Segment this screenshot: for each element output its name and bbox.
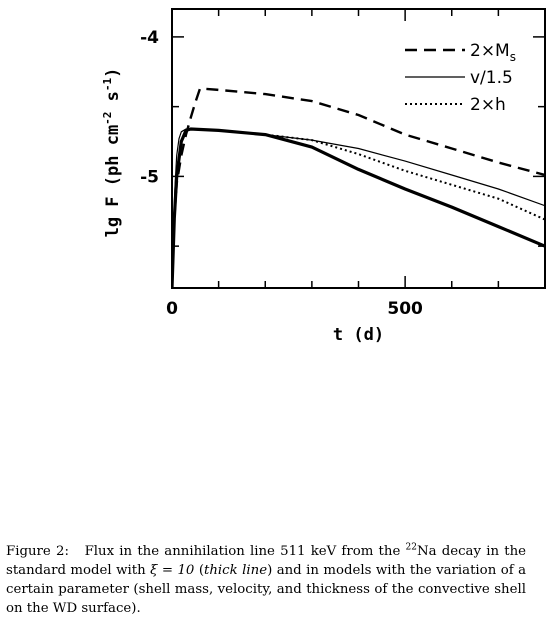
y-tick-label: -5 [140, 167, 159, 187]
y-tick-label: -4 [140, 28, 159, 48]
series-line [172, 128, 545, 288]
legend: 2×Ms v/1.5 2×h [405, 41, 516, 115]
flux-chart: 0 500 -4 -5 t (d) lg F (ph cm-2 s-1) 2×Ms v/… [101, 8, 546, 345]
isotope-symbol: Na [416, 544, 437, 559]
legend-label: v/1.5 [470, 68, 513, 88]
series-line [172, 128, 545, 288]
x-axis-label: t (d) [333, 325, 384, 345]
x-tick-label: 0 [166, 299, 178, 319]
figure-label: Figure 2: [6, 544, 69, 559]
caption-text-3: ( [194, 563, 205, 578]
y-axis-label-part: ) [103, 68, 123, 78]
y-axis-label-part: -2 [101, 112, 114, 125]
figure-caption: Figure 2: Flux in the annihilation line … [6, 542, 526, 618]
y-axis-label-part: -1 [101, 77, 114, 91]
tick-labels: 0 500 -4 -5 [140, 28, 423, 319]
axis-ticks [172, 9, 545, 288]
y-axis-label: lg F (ph cm-2 s-1) [101, 68, 123, 238]
legend-label: 2×h [470, 95, 506, 115]
series-line [172, 127, 545, 288]
xi-value: ξ = 10 [150, 563, 195, 578]
isotope-mass: 22 [405, 542, 417, 553]
series-line [172, 87, 545, 288]
x-tick-label: 500 [387, 299, 423, 319]
plot-lines [172, 87, 545, 288]
caption-text-1: Flux in the annihilation line 511 keV fr… [84, 544, 406, 559]
thick-line-label: thick line [204, 563, 268, 578]
y-axis-label-part: lg F (ph cm [103, 125, 123, 238]
y-axis-label-part: s [103, 91, 123, 111]
legend-label: 2×Ms [470, 41, 516, 64]
caption-text-2: decay in the standard model with [6, 544, 527, 578]
caption-text-4: ) and in models with the variation of a … [6, 563, 526, 616]
